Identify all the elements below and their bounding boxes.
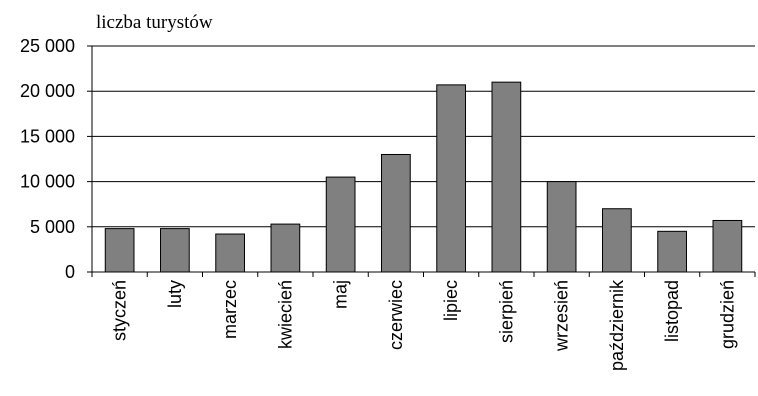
x-tick-label: wrzesień — [552, 280, 572, 352]
bar — [104, 228, 135, 273]
x-tick-label: październik — [607, 279, 627, 371]
x-tick-label: luty — [165, 280, 185, 308]
x-tick-label: listopad — [662, 280, 682, 342]
y-tick-label: 0 — [65, 262, 75, 282]
x-tick-label: styczeń — [110, 280, 130, 341]
bar — [712, 219, 743, 273]
y-tick-labels: 0 5 000 10 000 15 000 20 000 25 000 — [20, 36, 75, 282]
bar — [381, 153, 411, 273]
bar — [436, 84, 466, 273]
axes — [87, 45, 756, 277]
x-tick-label: sierpień — [496, 280, 516, 343]
x-tick-label: grudzień — [717, 280, 737, 349]
bar — [602, 208, 632, 273]
y-tick-label: 20 000 — [20, 81, 75, 101]
x-tick-label: marzec — [220, 280, 240, 339]
x-tick-label: czerwiec — [386, 280, 406, 350]
y-tick-label: 15 000 — [20, 126, 75, 146]
bar — [657, 230, 687, 273]
x-tick-label: kwiecień — [275, 280, 295, 349]
bar — [325, 176, 356, 273]
y-tick-label: 10 000 — [20, 172, 75, 192]
gridlines — [92, 45, 755, 228]
y-tick-label: 5 000 — [30, 217, 75, 237]
bar — [215, 233, 245, 273]
bar — [270, 223, 301, 273]
y-axis-label: liczba turystów — [96, 12, 213, 33]
x-tick-label: maj — [331, 280, 351, 309]
bar — [491, 81, 522, 273]
bars — [104, 81, 743, 273]
y-tick-label: 25 000 — [20, 36, 75, 56]
x-tick-label: lipiec — [441, 280, 461, 321]
bar — [160, 228, 190, 273]
x-tick-labels: styczeń luty marzec kwiecień maj czerwiec lipi… — [110, 279, 738, 371]
bar — [546, 181, 577, 273]
